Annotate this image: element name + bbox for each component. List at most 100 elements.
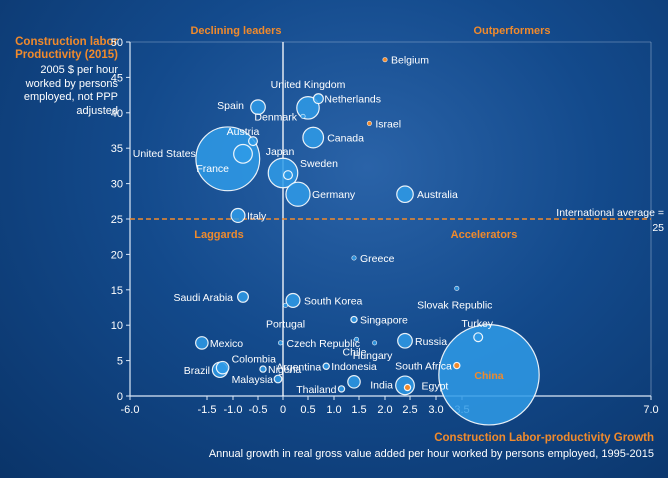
point-label: South Korea: [304, 295, 363, 307]
bubble-argentina: [322, 362, 330, 370]
bubble-czech-republic: [277, 340, 283, 346]
point-label: Italy: [247, 210, 267, 222]
y-tick-label: 30: [111, 179, 123, 191]
point-label: Sweden: [300, 158, 338, 170]
point-label: United States: [133, 148, 196, 160]
x-tick-label: -1.5: [198, 404, 217, 416]
point-label: South Africa: [395, 361, 452, 373]
y-tick-label: 20: [111, 249, 123, 261]
point-label: Chile: [343, 346, 367, 358]
point-label: Thailand: [296, 384, 336, 396]
y-tick-label: 50: [111, 37, 123, 49]
y-tick-label: 40: [111, 108, 123, 120]
x-tick-label: -0.5: [249, 404, 268, 416]
quadrant-label: Laggards: [194, 229, 244, 241]
bubble-colombia: [215, 360, 230, 375]
bubble-france: [233, 143, 253, 164]
bubble-united-kingdom: [296, 96, 320, 120]
point-label: Denmark: [254, 111, 297, 123]
bubble-spain: [250, 99, 266, 116]
point-label: Saudi Arabia: [173, 292, 233, 304]
bubble-japan: [267, 157, 299, 189]
bubble-italy: [230, 207, 246, 224]
point-label: Austria: [227, 126, 260, 138]
x-tick-label: 1.0: [326, 404, 341, 416]
quadrant-label: Declining leaders: [190, 25, 281, 37]
bubble-greece: [351, 255, 357, 261]
point-label: Malaysia: [232, 374, 274, 386]
bubble-portugal: [282, 302, 288, 308]
bubble-austria: [248, 136, 259, 147]
y-tick-label: 15: [111, 285, 123, 297]
bubble-nigeria: [259, 365, 267, 373]
quadrant-label: Accelerators: [451, 229, 518, 241]
bubble-united-states: [195, 126, 261, 192]
bubble-south-africa: [453, 361, 461, 370]
x-tick-label: 2.5: [402, 404, 417, 416]
bubble-egypt: [403, 383, 412, 392]
bubble-slovak-republic: [454, 285, 460, 291]
point-label: Japan: [266, 146, 295, 158]
point-label: Greece: [360, 253, 395, 265]
point-label: Hungary: [353, 350, 393, 362]
point-label: Netherlands: [324, 94, 381, 106]
point-label: Canada: [327, 133, 364, 145]
point-label: Israel: [375, 118, 401, 130]
y-tick-label: 0: [117, 391, 123, 403]
bubble-denmark: [300, 113, 306, 119]
bubble-saudi-arabia: [237, 290, 249, 303]
average-line-label: International average =: [556, 207, 664, 219]
point-label: Brazil: [184, 365, 210, 377]
point-label: Mexico: [210, 338, 243, 350]
point-label: Spain: [217, 100, 244, 112]
bubble-russia: [397, 332, 413, 349]
point-label: Turkey: [461, 318, 493, 330]
y-tick-label: 10: [111, 320, 123, 332]
bubble-turkey: [473, 332, 484, 343]
point-label: Indonesia: [331, 361, 377, 373]
point-label: Czech Republic: [287, 338, 361, 350]
bubble-singapore: [350, 315, 358, 324]
bubble-china: [438, 323, 540, 426]
x-tick-label: 7.0: [643, 404, 658, 416]
point-label: Portugal: [266, 318, 305, 330]
y-axis-title: Construction labor Productivity (2015): [15, 36, 118, 61]
bubble-chile: [353, 336, 359, 342]
bubble-malaysia: [273, 374, 283, 384]
bubble-hungary: [372, 340, 378, 346]
x-tick-label: 1.5: [351, 404, 366, 416]
bubble-south-korea: [285, 292, 301, 308]
bubble-germany: [285, 181, 311, 207]
x-tick-label: -6.0: [121, 404, 140, 416]
point-label: Belgium: [391, 55, 429, 67]
point-label: Colombia: [232, 354, 277, 366]
point-label: Argentina: [276, 361, 321, 373]
bubble-indonesia: [347, 375, 361, 389]
quadrant-label: Outperformers: [473, 25, 550, 37]
point-label: Russia: [415, 336, 447, 348]
x-tick-label: 3.0: [428, 404, 443, 416]
point-label: Egypt: [422, 381, 449, 393]
point-label: Germany: [312, 189, 356, 201]
point-label: Australia: [417, 189, 458, 201]
point-label: China: [474, 370, 503, 382]
y-tick-label: 45: [111, 72, 123, 84]
x-tick-label: -1.0: [224, 404, 243, 416]
x-tick-label: 0.5: [300, 404, 315, 416]
y-tick-label: 35: [111, 143, 123, 155]
bubble-belgium: [382, 57, 388, 63]
point-label: Slovak Republic: [417, 299, 492, 311]
bubble-mexico: [195, 336, 209, 350]
point-label: France: [196, 163, 229, 175]
average-line-value: 25: [652, 222, 664, 234]
y-axis-subtitle: 2005 $ per hour worked by persons employ…: [23, 64, 118, 117]
point-label: Nigeria: [268, 364, 301, 376]
y-tick-label: 25: [111, 214, 123, 226]
point-label: Singapore: [360, 315, 408, 327]
bubble-thailand: [337, 385, 346, 393]
y-tick-label: 5: [117, 356, 123, 368]
x-axis-title: Construction Labor-productivity Growth: [434, 432, 654, 444]
point-label: India: [370, 379, 393, 391]
